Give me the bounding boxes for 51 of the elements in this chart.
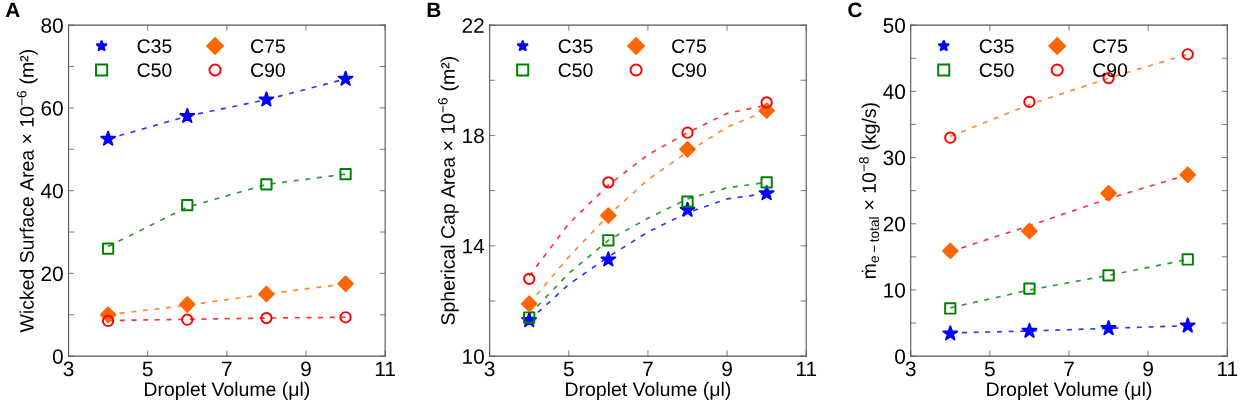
x-tick-label: 3 [484,361,495,377]
legend-label: C75 [672,39,706,54]
y-tick-label: 30 [883,150,906,166]
y-tick-label: 50 [883,18,906,33]
y-tick-label: 80 [41,18,63,33]
y-tick-label: 40 [883,84,906,100]
text: B [427,2,441,18]
legend-label: C35 [558,39,593,54]
x-tick-label: 7 [222,361,232,377]
y-axis-title: ṁ$_{e−total}$ × 10$^{−8}$ (kg/s) [859,103,880,279]
legend-label: C35 [137,39,172,54]
x-tick-label: 9 [722,361,732,377]
y-tick-label: 0 [52,349,63,364]
y-tick-label: 0 [895,349,906,364]
legend-label: C90 [251,63,285,77]
legend-label: C90 [672,63,707,77]
x-tick-label: 11 [375,361,395,377]
text: C [848,2,862,18]
legend-label: C50 [979,63,1014,77]
legend-label: C75 [251,39,285,54]
x-tick-label: 9 [1143,361,1153,377]
text: A [5,2,20,18]
x-axis-title: Droplet Volume (μl) [987,381,1152,400]
y-tick-label: 22 [462,18,484,33]
x-tick-label: 5 [984,361,995,377]
x-tick-label: 11 [796,361,817,377]
y-tick-label: 10 [884,282,906,298]
x-tick-label: 3 [63,361,74,377]
y-tick-label: 18 [463,128,484,144]
legend-label: C50 [137,63,172,77]
y-tick-label: 10 [463,349,484,364]
y-tick-label: 60 [41,100,63,116]
x-tick-label: 11 [1218,361,1238,377]
x-tick-label: 9 [301,361,311,377]
x-tick-label: 5 [563,361,574,377]
legend-label: C75 [1093,39,1128,54]
y-tick-label: 14 [463,239,485,254]
y-tick-label: 20 [41,266,63,282]
x-tick-label: 5 [142,361,153,377]
legend-label: C90 [1093,63,1128,77]
legend-label: C35 [979,39,1014,54]
y-tick-label: 20 [883,216,906,232]
legend-label: C50 [558,63,593,77]
y-axis-title: Wicked Surface Area × 10$^{−6}$ (m²) [16,50,38,333]
y-axis-title: Spherical Cap Area × 10$^{−6}$ (m²) [438,57,459,325]
x-tick-label: 7 [1064,361,1074,377]
x-tick-label: 7 [643,361,653,377]
x-axis-title: Droplet Volume (μl) [566,381,731,400]
x-axis-title: Droplet Volume (μl) [145,381,310,400]
x-tick-label: 3 [905,361,916,377]
y-tick-label: 40 [40,183,63,199]
